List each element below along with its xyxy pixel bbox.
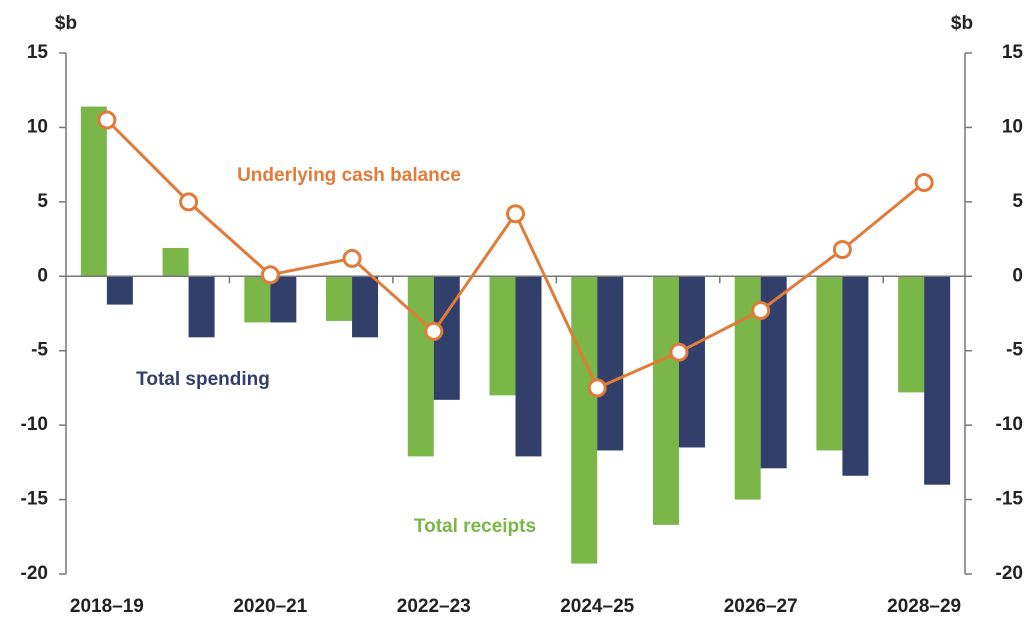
bar [489, 276, 516, 396]
point [424, 321, 444, 341]
bar [816, 276, 843, 451]
bar [652, 276, 679, 525]
bar [106, 276, 133, 305]
x-tick-label: 2022–23 [397, 596, 471, 617]
y-tick-label: -20 [21, 563, 48, 584]
point [751, 301, 771, 321]
bar [270, 276, 297, 323]
y2-tick-label: -20 [996, 563, 1023, 584]
y-tick-label: -5 [31, 340, 48, 361]
y-tick-label: 15 [27, 42, 49, 63]
series-label: Total receipts [414, 516, 536, 537]
series-label: Total spending [136, 369, 270, 390]
y2-tick-label: 0 [1012, 265, 1023, 286]
y2-tick-label: 5 [1012, 191, 1023, 212]
y2-tick-label: 10 [1002, 116, 1023, 137]
y-tick-label: -10 [21, 414, 48, 435]
bar [326, 276, 353, 321]
y-tick-label: 5 [37, 191, 48, 212]
point [914, 173, 934, 193]
bar [842, 276, 869, 476]
point [342, 248, 362, 268]
point [587, 378, 607, 398]
bar [188, 276, 215, 338]
y-tick-label: 0 [37, 265, 48, 286]
bar [898, 276, 925, 393]
point [506, 204, 525, 224]
point [179, 192, 199, 212]
y-tick-label: 10 [27, 116, 48, 137]
x-tick-label: 2024–25 [560, 596, 634, 617]
bar [924, 276, 951, 485]
point [260, 265, 280, 285]
series-label: Underlying cash balance [237, 165, 461, 186]
point [669, 342, 689, 362]
bar [571, 276, 598, 564]
x-tick-label: 2026–27 [724, 596, 798, 617]
bar [244, 276, 271, 323]
y2-axis-label: $b [951, 13, 973, 34]
y2-tick-label: 15 [1002, 42, 1024, 63]
bar [515, 276, 542, 457]
x-tick-label: 2028–29 [887, 596, 961, 617]
bar [162, 248, 189, 277]
y2-tick-label: -15 [996, 489, 1024, 510]
bar [407, 276, 434, 457]
y-tick-label: -15 [21, 489, 49, 510]
x-tick-label: 2020–21 [233, 596, 307, 617]
bar [678, 276, 705, 448]
y2-tick-label: -5 [1006, 340, 1023, 361]
x-tick-label: 2018–19 [70, 596, 144, 617]
point [832, 239, 852, 259]
y2-tick-label: -10 [996, 414, 1023, 435]
point [97, 110, 117, 130]
bar [352, 276, 379, 338]
y-axis-label: $b [55, 13, 77, 34]
bar [597, 276, 624, 451]
bar [80, 106, 107, 277]
